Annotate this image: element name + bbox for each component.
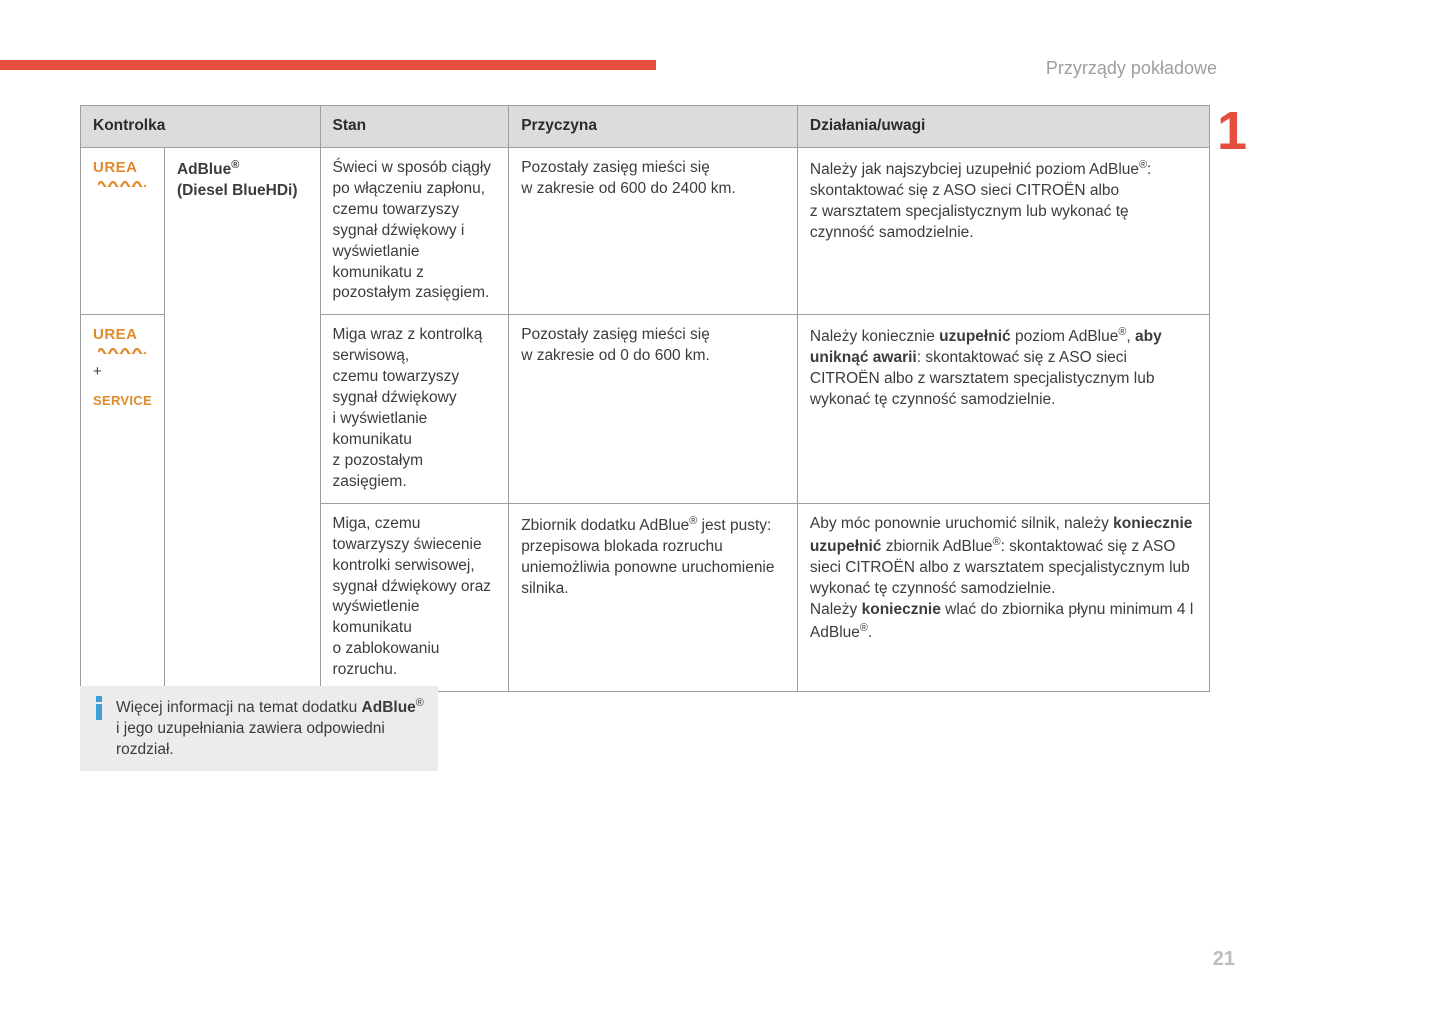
chapter-tab: 1	[1217, 104, 1245, 158]
indicator-icon-cell: UREA	[81, 147, 165, 314]
wave-icon	[98, 179, 146, 187]
section-title: Przyrządy pokładowe	[1046, 58, 1217, 79]
cell-przyczyna: Pozostały zasięg mieści się w zakresie o…	[509, 315, 798, 503]
cell-stan: Miga, czemu towarzyszy świecenie kontrol…	[320, 503, 509, 691]
table-row: UREA AdBlue®(Diesel BlueHDi) Świeci w sp…	[81, 147, 1210, 314]
th-stan: Stan	[320, 106, 509, 148]
wave-icon	[98, 346, 146, 354]
cell-przyczyna: Zbiornik dodatku AdBlue® jest pusty: prz…	[509, 503, 798, 691]
indicators-table: Kontrolka Stan Przyczyna Działania/uwagi…	[80, 105, 1210, 692]
cell-dzialania: Należy koniecznie uzupełnić poziom AdBlu…	[797, 315, 1209, 503]
cell-przyczyna: Pozostały zasięg mieści się w zakresie o…	[509, 147, 798, 314]
info-box: Więcej informacji na temat dodatku AdBlu…	[80, 686, 438, 771]
urea-icon: UREA	[93, 326, 138, 343]
urea-icon: UREA	[93, 159, 138, 176]
page-number: 21	[1213, 948, 1235, 971]
th-dzialania: Działania/uwagi	[797, 106, 1209, 148]
indicator-name: AdBlue®(Diesel BlueHDi)	[177, 161, 298, 199]
th-kontrolka: Kontrolka	[81, 106, 321, 148]
cell-dzialania: Należy jak najszybciej uzupełnić poziom …	[797, 147, 1209, 314]
info-icon	[92, 696, 106, 720]
cell-stan: Miga wraz z kontrolką serwisową, czemu t…	[320, 315, 509, 503]
plus-icon: +	[93, 362, 152, 382]
table-header-row: Kontrolka Stan Przyczyna Działania/uwagi	[81, 106, 1210, 148]
cell-dzialania: Aby móc ponownie uruchomić silnik, należ…	[797, 503, 1209, 691]
service-icon: SERVICE	[93, 393, 152, 408]
th-przyczyna: Przyczyna	[509, 106, 798, 148]
cell-stan: Świeci w sposób ciągły po włączeniu zapł…	[320, 147, 509, 314]
info-text: Więcej informacji na temat dodatku AdBlu…	[116, 699, 424, 758]
indicator-icon-cell: UREA + SERVICE	[81, 315, 165, 692]
indicator-name-cell: AdBlue®(Diesel BlueHDi)	[164, 147, 320, 691]
accent-bar	[0, 60, 656, 70]
